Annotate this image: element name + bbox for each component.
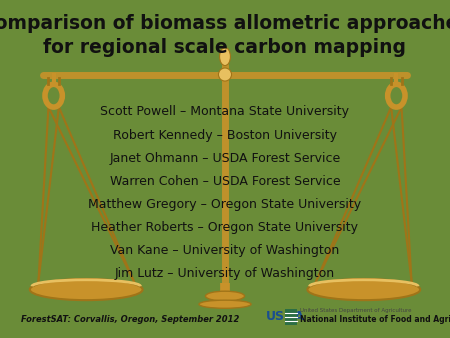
Text: Heather Roberts – Oregon State University: Heather Roberts – Oregon State Universit… <box>91 221 359 234</box>
Ellipse shape <box>219 68 231 81</box>
Text: Robert Kennedy – Boston University: Robert Kennedy – Boston University <box>113 128 337 142</box>
Text: USDA: USDA <box>266 310 305 323</box>
Text: Janet Ohmann – USDA Forest Service: Janet Ohmann – USDA Forest Service <box>109 152 341 165</box>
Ellipse shape <box>220 48 230 66</box>
Ellipse shape <box>206 291 244 301</box>
Ellipse shape <box>30 279 143 300</box>
Text: Scott Powell – Montana State University: Scott Powell – Montana State University <box>100 105 350 118</box>
Text: Jim Lutz – University of Washington: Jim Lutz – University of Washington <box>115 267 335 281</box>
Text: National Institute of Food and Agriculture: National Institute of Food and Agricultu… <box>300 315 450 324</box>
Text: Matthew Gregory – Oregon State University: Matthew Gregory – Oregon State Universit… <box>89 198 361 211</box>
Ellipse shape <box>307 279 420 300</box>
Text: Warren Cohen – USDA Forest Service: Warren Cohen – USDA Forest Service <box>110 175 340 188</box>
Text: Comparison of biomass allometric approaches
for regional scale carbon mapping: Comparison of biomass allometric approac… <box>0 14 450 57</box>
Text: United States Department of Agriculture: United States Department of Agriculture <box>300 308 411 313</box>
Ellipse shape <box>199 300 251 308</box>
Text: ForestSAT: Corvallis, Oregon, September 2012: ForestSAT: Corvallis, Oregon, September … <box>21 315 239 324</box>
FancyBboxPatch shape <box>285 309 297 325</box>
Text: Van Kane – University of Washington: Van Kane – University of Washington <box>110 244 340 257</box>
